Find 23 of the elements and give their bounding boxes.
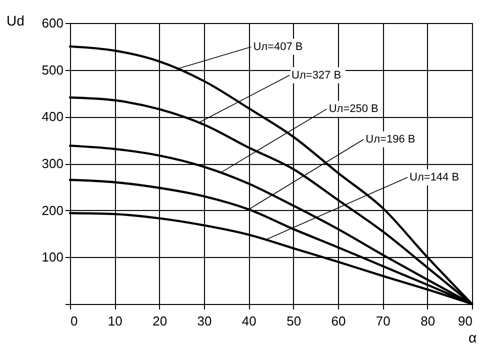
x-tick-label: 90 [458,314,472,328]
y-tick-label: 300 [42,156,64,171]
x-tick-label: 60 [331,314,346,328]
x-axis-title: α [468,330,477,346]
y-tick-label: 600 [42,16,64,30]
x-tick-label: 50 [286,314,302,328]
x-tick-label: 10 [108,314,122,328]
annotation: Uл=327 В [292,69,342,82]
x-tick-label: 30 [197,314,212,328]
y-axis-title: Ud [6,12,24,28]
x-tick-label: 40 [242,314,256,328]
y-tick-label: 100 [42,250,64,265]
annotation: Uл=407 В [253,40,303,53]
x-tick-label: 80 [420,314,436,328]
x-tick-label: 20 [152,314,168,328]
x-tick-label: 0 [70,314,78,328]
x-tick-label: 70 [376,314,390,328]
annotation: Uл=144 В [410,171,460,184]
y-tick-label: 200 [42,202,64,218]
y-tick-label: 500 [42,62,64,78]
annotation: Uл=250 В [328,102,378,115]
y-tick-label: 400 [42,109,64,124]
annotation: Uл=196 В [366,133,416,146]
